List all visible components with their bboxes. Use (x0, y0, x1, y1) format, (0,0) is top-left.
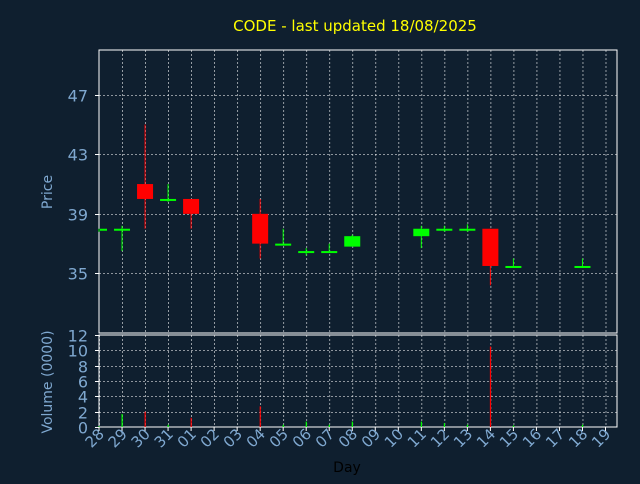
price-frame (98, 49, 618, 334)
candle-body (505, 265, 522, 268)
volume-tick-label: 6 (78, 373, 88, 392)
day-axis-label: Day (333, 460, 361, 476)
volume-bar (259, 406, 261, 427)
volume-tick-label: 2 (78, 404, 88, 423)
price-tick-label: 39 (68, 206, 88, 225)
candle-body (298, 251, 315, 254)
candle-body (436, 228, 453, 231)
price-tick-label: 35 (68, 265, 88, 284)
candle-body (413, 228, 430, 237)
candle-body (275, 243, 292, 246)
volume-bar (420, 421, 423, 427)
price-tick-label: 47 (68, 87, 88, 106)
volume-bar (121, 413, 123, 427)
volume-tick-label: 4 (78, 388, 88, 407)
volume-bar (328, 424, 330, 427)
candle-body (160, 198, 177, 201)
price-tick-label: 43 (68, 146, 88, 165)
volume-bar (167, 424, 169, 427)
volume-bar (144, 411, 146, 427)
candle-body (459, 228, 476, 231)
candle-body (137, 184, 154, 199)
volume-bar (489, 346, 492, 427)
volume-tick-label: 0 (78, 419, 88, 438)
candle-body (344, 236, 361, 247)
volume-tick-label: 8 (78, 358, 88, 377)
volume-bar (512, 425, 515, 427)
price-panel: 47 43 39 35 (68, 49, 618, 334)
volume-axis-label: Volume (0000) (40, 330, 56, 433)
volume-bar (351, 421, 353, 427)
volume-tick-label: 12 (68, 327, 88, 346)
candle-body (574, 265, 591, 268)
candle-body (100, 228, 107, 231)
volume-bar (581, 424, 584, 427)
candle-body (252, 213, 269, 244)
volume-bar (305, 421, 307, 427)
volume-bar (98, 426, 100, 427)
candle-body (114, 228, 131, 231)
chart-title: CODE - last updated 18/08/2025 (233, 17, 477, 35)
volume-bar (282, 424, 284, 427)
candle-body (321, 251, 338, 254)
candle-body (183, 198, 200, 214)
volume-bar (466, 424, 469, 427)
candle-body (482, 228, 499, 266)
price-axis-label: Price (40, 175, 56, 209)
day-tick-labels: 2829303101020304050607080910111213141516… (82, 425, 615, 451)
volume-bar (443, 423, 446, 427)
volume-bar (190, 417, 192, 427)
volume-tick-label: 10 (68, 342, 88, 361)
